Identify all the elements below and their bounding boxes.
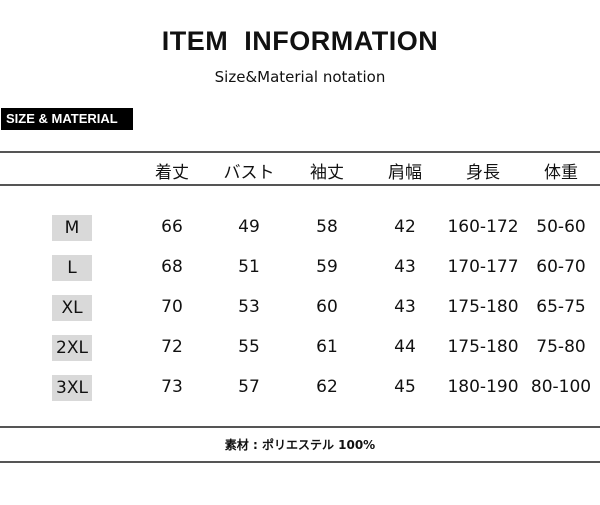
table-cell: 44 (394, 337, 416, 357)
table-cell: 60 (316, 297, 338, 317)
table-cell: 65-75 (536, 297, 586, 317)
table-cell: 43 (394, 257, 416, 277)
table-cell: 42 (394, 217, 416, 237)
table-cell: 73 (161, 377, 183, 397)
table-cell: 53 (238, 297, 260, 317)
table-cell: 180-190 (447, 377, 519, 397)
table-cell: 72 (161, 337, 183, 357)
table-cell: 175-180 (447, 337, 519, 357)
column-header: 身長 (466, 163, 500, 183)
section-badge: SIZE & MATERIAL (1, 108, 133, 130)
table-cell: 49 (238, 217, 260, 237)
size-label: 3XL (52, 375, 92, 401)
table-cell: 57 (238, 377, 260, 397)
table-cell: 170-177 (447, 257, 519, 277)
column-header: 体重 (544, 163, 578, 183)
table-cell: 68 (161, 257, 183, 277)
table-cell: 66 (161, 217, 183, 237)
table-cell: 59 (316, 257, 338, 277)
table-cell: 80-100 (530, 377, 592, 397)
size-label: 2XL (52, 335, 92, 361)
column-header: バスト (223, 163, 275, 183)
table-cell: 75-80 (536, 337, 586, 357)
table-cell: 160-172 (447, 217, 519, 237)
table-cell: 62 (316, 377, 338, 397)
table-cell: 60-70 (536, 257, 586, 277)
divider (0, 461, 600, 463)
table-cell: 43 (394, 297, 416, 317)
size-label: XL (52, 295, 92, 321)
column-header: 袖丈 (310, 163, 344, 183)
size-label: L (52, 255, 92, 281)
table-cell: 70 (161, 297, 183, 317)
material-note: 素材 : ポリエステル 100% (224, 438, 376, 452)
table-cell: 175-180 (447, 297, 519, 317)
table-cell: 45 (394, 377, 416, 397)
page-subtitle: Size&Material notation (214, 68, 386, 86)
table-cell: 50-60 (536, 217, 586, 237)
table-cell: 58 (316, 217, 338, 237)
page-title: ITEM INFORMATION (161, 26, 439, 56)
column-header: 肩幅 (388, 163, 422, 183)
column-header: 着丈 (155, 163, 189, 183)
table-cell: 51 (238, 257, 260, 277)
divider (0, 151, 600, 153)
divider (0, 426, 600, 428)
table-cell: 61 (316, 337, 338, 357)
table-cell: 55 (238, 337, 260, 357)
size-label: M (52, 215, 92, 241)
divider (0, 184, 600, 186)
